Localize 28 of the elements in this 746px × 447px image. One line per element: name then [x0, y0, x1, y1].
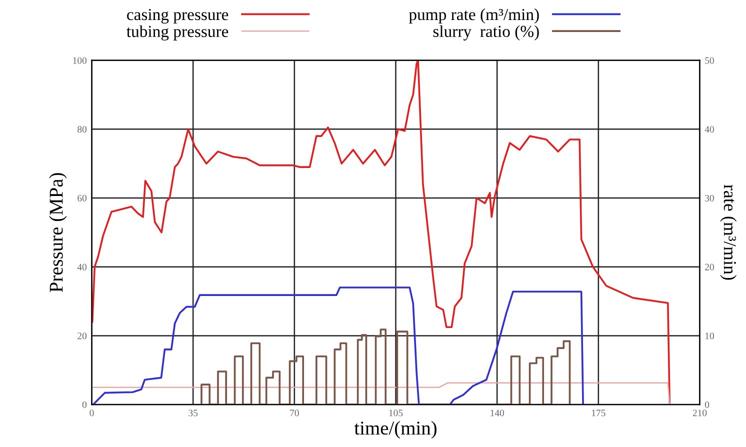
x-tick-label: 175: [592, 410, 606, 416]
x-tick-label: 0: [90, 410, 94, 416]
y-tick-label: 0: [82, 401, 87, 408]
legend-label: slurry ratio (%): [433, 25, 539, 40]
x-tick-label: 140: [490, 410, 504, 416]
legend-label: casing pressure: [127, 8, 228, 24]
x-axis-title: time/(min): [354, 420, 436, 439]
line-series: [92, 286, 584, 405]
y-tick-label: 20: [78, 332, 87, 340]
y-tick-label: 60: [78, 194, 87, 202]
y2-tick-label: 0: [704, 401, 710, 408]
y-tick-label: 80: [78, 126, 87, 133]
y2-tick-label: 40: [704, 126, 714, 133]
x-tick-label: 105: [389, 410, 403, 416]
line-series: [200, 328, 571, 405]
legend-label: pump rate (m³/min): [408, 8, 539, 24]
x-tick-label: 35: [188, 410, 198, 416]
y2-tick-label: 20: [705, 264, 714, 270]
y2-tick-label: 30: [705, 194, 714, 202]
x-tick-label: 210: [692, 410, 707, 416]
y-tick-label: 40: [77, 264, 87, 270]
y2-tick-label: 50: [705, 57, 714, 64]
y2-axis-title: rate (m³/min): [720, 184, 737, 280]
y-tick-label: 100: [73, 57, 87, 64]
y2-tick-label: 10: [705, 332, 714, 340]
legend-label: tubing pressure: [126, 25, 228, 41]
x-tick-label: 70: [290, 410, 299, 416]
y-axis-title: Pressure (MPa): [49, 173, 67, 292]
